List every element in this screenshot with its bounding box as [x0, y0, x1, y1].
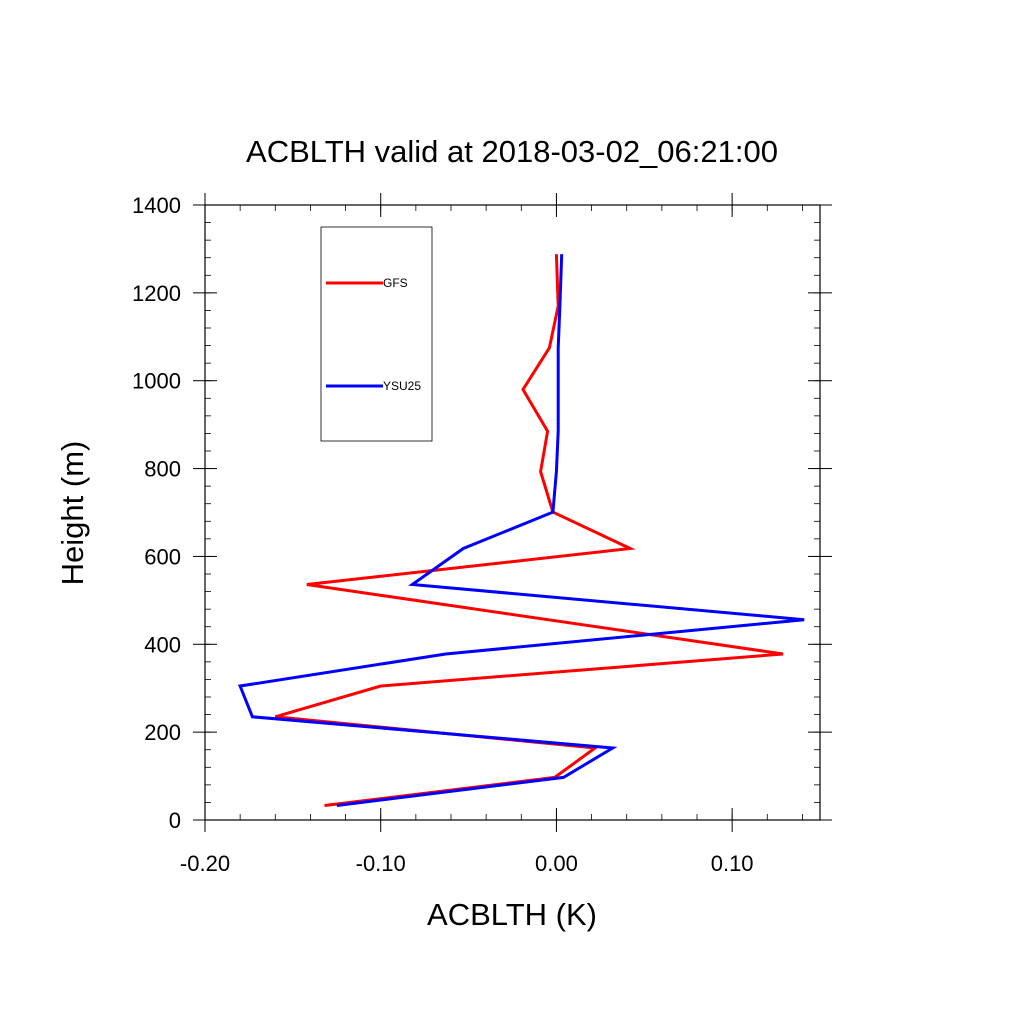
- plot-area: [204, 204, 821, 821]
- x-tick-label: -0.10: [356, 851, 406, 876]
- y-tick-label: 400: [144, 632, 181, 657]
- y-tick-label: 1000: [132, 369, 181, 394]
- x-tick-label: -0.20: [180, 851, 230, 876]
- legend-label-ysu25: YSU25: [383, 379, 421, 393]
- series-layer: [238, 254, 805, 807]
- x-tick-label: 0.00: [535, 851, 578, 876]
- axis-tick-labels: -0.20 -0.10 0.00 0.10 0 200 400 600 800 1000 1200 1…: [132, 193, 754, 876]
- axis-ticks: [193, 193, 832, 832]
- legend-label-gfs: GFS: [383, 276, 408, 290]
- y-tick-label: 1200: [132, 281, 181, 306]
- y-tick-label: 200: [144, 720, 181, 745]
- y-axis-label: Height (m): [55, 441, 90, 586]
- series-line-ysu25: [238, 254, 805, 807]
- legend: GFS YSU25: [320, 226, 433, 442]
- y-tick-label: 1400: [132, 193, 181, 218]
- chart-title: ACBLTH valid at 2018-03-02_06:21:00: [246, 134, 778, 169]
- y-tick-label: 0: [169, 808, 181, 833]
- plot-frame: [204, 204, 821, 821]
- series-line-gfs: [274, 254, 784, 807]
- legend-box: [320, 226, 433, 442]
- x-tick-label: 0.10: [711, 851, 754, 876]
- y-tick-label: 800: [144, 457, 181, 482]
- y-tick-label: 600: [144, 544, 181, 569]
- x-axis-label: ACBLTH (K): [427, 897, 597, 932]
